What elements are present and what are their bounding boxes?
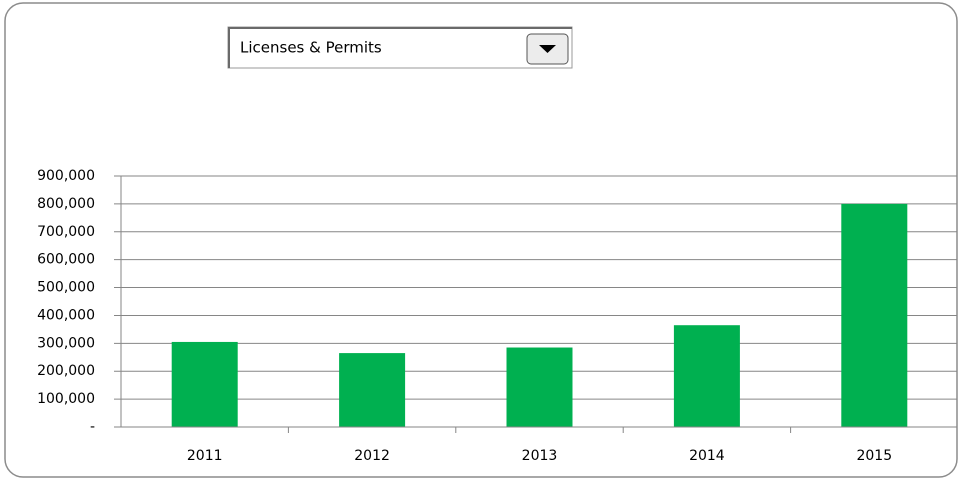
y-tick-label: 200,000 xyxy=(37,363,95,379)
bar xyxy=(673,325,740,427)
y-tick-label: 900,000 xyxy=(37,168,95,184)
x-tick-label: 2014 xyxy=(689,448,725,464)
x-tick-label: 2013 xyxy=(522,448,558,464)
x-tick-label: 2015 xyxy=(856,448,892,464)
dropdown-box[interactable] xyxy=(227,26,573,69)
y-tick-label: 100,000 xyxy=(37,391,95,407)
bar xyxy=(506,347,573,427)
bar xyxy=(339,353,406,427)
y-tick-label: - xyxy=(90,419,95,435)
x-tick-label: 2012 xyxy=(354,448,390,464)
y-tick-label: 500,000 xyxy=(37,280,95,296)
bar xyxy=(841,203,908,427)
dropdown-value: Licenses & Permits xyxy=(240,39,382,57)
y-tick-label: 600,000 xyxy=(37,252,95,268)
x-tick-label: 2011 xyxy=(187,448,223,464)
y-tick-label: 700,000 xyxy=(37,224,95,240)
dropdown-arrow xyxy=(539,45,556,53)
y-tick-label: 800,000 xyxy=(37,196,95,212)
bar xyxy=(171,341,238,427)
y-tick-label: 300,000 xyxy=(37,335,95,351)
chart-frame xyxy=(4,2,958,478)
y-tick-label: 400,000 xyxy=(37,307,95,323)
dropdown[interactable]: Licenses & Permits xyxy=(227,26,573,69)
